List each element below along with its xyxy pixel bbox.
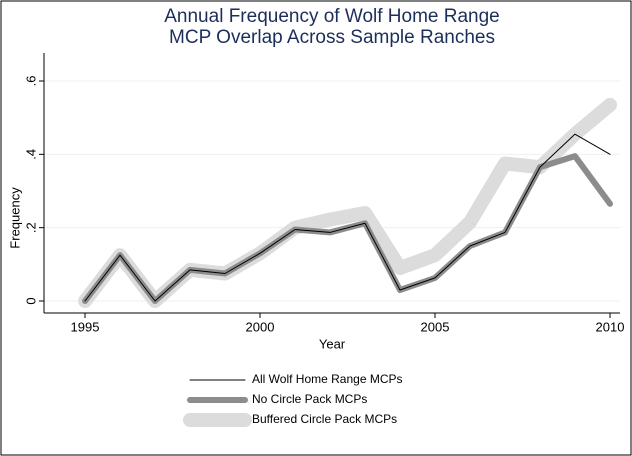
legend-label: Buffered Circle Pack MCPs: [252, 412, 397, 426]
legend-label: All Wolf Home Range MCPs: [252, 372, 403, 386]
x-tick-label: 2010: [596, 319, 625, 334]
chart-title: MCP Overlap Across Sample Ranches: [169, 27, 495, 48]
x-tick-label: 2005: [421, 319, 450, 334]
x-tick-label: 1995: [71, 319, 100, 334]
legend-label: No Circle Pack MCPs: [252, 392, 367, 406]
x-axis-label: Year: [319, 336, 346, 351]
plot-area: [44, 53, 620, 313]
y-tick-label: .4: [23, 149, 38, 160]
chart-title: Annual Frequency of Wolf Home Range: [164, 6, 500, 27]
y-tick-label: .2: [23, 222, 38, 233]
x-tick-label: 2000: [246, 319, 275, 334]
series-line: [84, 133, 611, 302]
y-axis-label: Frequency: [7, 187, 22, 249]
y-tick-label: .6: [23, 76, 38, 87]
y-tick-label: 0: [23, 297, 38, 304]
